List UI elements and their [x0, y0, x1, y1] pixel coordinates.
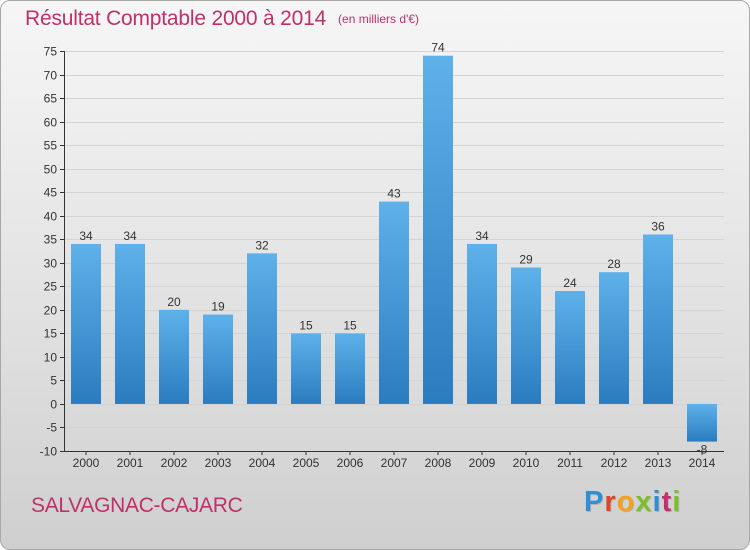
x-tick-label: 2003: [205, 456, 232, 470]
data-label: 74: [431, 41, 445, 55]
y-tick-label: 25: [44, 280, 58, 294]
x-tick-label: 2009: [469, 456, 496, 470]
x-tick-label: 2011: [557, 456, 583, 470]
x-tick-label: 2013: [645, 456, 672, 470]
y-tick-label: 15: [44, 327, 58, 341]
bar-2013: [643, 234, 673, 404]
y-tick-label: 10: [44, 351, 58, 365]
bar-2002: [159, 309, 189, 404]
y-tick-label: 60: [44, 116, 58, 130]
data-label: 28: [607, 257, 621, 271]
data-label: 29: [519, 252, 533, 266]
bar-2007: [379, 201, 409, 404]
logo-letter: x: [635, 486, 653, 518]
y-tick-label: -10: [40, 445, 58, 459]
bar-2012: [599, 272, 629, 404]
y-tick-label: 75: [44, 45, 58, 59]
bar-2001: [115, 243, 145, 404]
x-tick-label: 2014: [689, 456, 716, 470]
logo-letter: o: [616, 486, 636, 518]
data-label: 19: [211, 300, 225, 314]
logo-letter: i: [672, 486, 682, 518]
y-tick-label: 55: [44, 139, 58, 153]
data-label: 36: [651, 220, 665, 234]
y-tick-label: 40: [44, 210, 58, 224]
bar-2006: [335, 333, 365, 404]
axes: -10 -5 0 5 10 15 20 25 30 35 40 45 50 55 60 65 70 75 2000 2…: [40, 45, 724, 470]
y-tick-label: 70: [44, 69, 58, 83]
chart-title-text: Résultat Comptable 2000 à 2014: [25, 7, 327, 30]
x-tick-label: 2012: [601, 456, 628, 470]
x-tick-label: 2000: [73, 456, 100, 470]
bar-2011: [555, 291, 585, 404]
data-label: 34: [123, 229, 137, 243]
bar-2014: [687, 403, 717, 442]
chart-subtitle: (en milliers d'€): [338, 12, 420, 26]
data-label: 43: [387, 187, 401, 201]
y-tick-label: 20: [44, 304, 58, 318]
x-tick-label: 2006: [337, 456, 364, 470]
commune-name: SALVAGNAC-CAJARC: [31, 494, 243, 517]
bar-2005: [291, 333, 321, 404]
y-tick-label: 45: [44, 186, 58, 200]
y-tick-label: 50: [44, 163, 58, 177]
y-tick-label: 5: [50, 374, 57, 388]
x-tick-label: 2008: [425, 456, 452, 470]
chart-title: Résultat Comptable 2000 à 2014 (en millie…: [25, 7, 419, 31]
bar-2003: [203, 314, 233, 404]
data-label: -8: [697, 443, 708, 457]
data-label: 15: [343, 318, 357, 332]
data-label: 34: [79, 229, 93, 243]
proxiti-logo: Proxiti: [584, 486, 681, 519]
data-label: 15: [299, 318, 313, 332]
bars: [71, 55, 717, 442]
bar-2010: [511, 267, 541, 404]
bar-2009: [467, 243, 497, 404]
bar-2004: [247, 253, 277, 404]
y-tick-label: 35: [44, 233, 58, 247]
logo-letter: P: [584, 486, 605, 518]
logo-letter: t: [661, 486, 673, 518]
data-label: 20: [167, 295, 181, 309]
data-label: 32: [255, 238, 269, 252]
y-tick-label: 0: [50, 398, 57, 412]
y-tick-label: -5: [46, 421, 57, 435]
data-label: 34: [475, 229, 489, 243]
x-tick-label: 2005: [293, 456, 320, 470]
data-label: 24: [563, 276, 577, 290]
data-labels: 34 34 20 19 32 15 15 43 74 34 29 24 28 36 -8: [79, 41, 707, 457]
x-tick-label: 2010: [513, 456, 540, 470]
logo-letter: i: [652, 486, 662, 518]
bar-2008: [423, 55, 453, 404]
x-tick-label: 2002: [161, 456, 188, 470]
y-tick-label: 30: [44, 257, 58, 271]
x-tick-label: 2007: [381, 456, 408, 470]
logo-letter: r: [604, 486, 617, 518]
x-tick-label: 2004: [249, 456, 276, 470]
bar-2000: [71, 243, 101, 404]
x-tick-label: 2001: [117, 456, 144, 470]
y-tick-label: 65: [44, 92, 58, 106]
